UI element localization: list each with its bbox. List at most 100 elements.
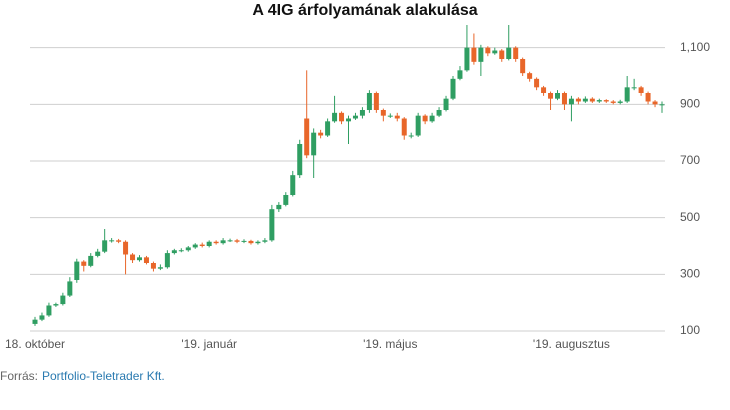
candle-body <box>534 78 540 88</box>
candle-body <box>429 115 435 122</box>
candle-body <box>499 50 505 59</box>
candle-body <box>290 175 296 195</box>
candle-body <box>137 257 142 261</box>
candle-body <box>276 204 282 210</box>
candle-body <box>269 209 275 241</box>
candle-body <box>603 100 609 102</box>
candle-body <box>659 104 665 106</box>
candle-body <box>457 70 463 79</box>
candle-body <box>548 93 554 99</box>
candle-body <box>255 241 261 244</box>
candle-body <box>67 281 73 296</box>
candle-body <box>541 87 547 93</box>
candle-body <box>555 93 560 99</box>
candle-body <box>645 93 651 102</box>
candle-body <box>227 240 233 242</box>
candle-body <box>220 240 226 244</box>
candle-body <box>631 87 637 89</box>
candle-body <box>436 110 442 116</box>
candle-body <box>394 115 400 119</box>
candle-body <box>311 132 317 156</box>
candle-body <box>387 115 393 117</box>
candle-body <box>46 305 52 316</box>
chart-title: A 4IG árfolyamának alakulása <box>252 2 477 19</box>
candle-body <box>359 110 365 116</box>
candle-body <box>582 98 588 102</box>
candle-body <box>234 240 240 242</box>
candle-body <box>415 115 421 136</box>
candle-body <box>617 101 623 103</box>
candle-body <box>150 263 156 269</box>
candle-body <box>32 319 38 324</box>
candle-body <box>373 93 379 110</box>
candle-body <box>102 240 108 252</box>
candle-body <box>422 115 428 122</box>
candle-body <box>81 261 87 266</box>
candle-body <box>185 247 191 251</box>
candle-body <box>527 73 533 79</box>
candle-body <box>596 100 602 102</box>
candle-body <box>192 244 198 248</box>
y-tick-label: 500 <box>680 210 700 224</box>
candle-body <box>638 87 644 93</box>
candle-body <box>60 295 66 305</box>
candle-body <box>109 240 115 242</box>
candle-body <box>443 98 449 110</box>
candle-body <box>485 47 491 54</box>
candle-body <box>157 267 163 269</box>
candle-body <box>88 255 94 266</box>
candle-body <box>624 87 630 102</box>
candle-body <box>53 304 59 306</box>
candle-body <box>164 253 170 268</box>
y-tick-label: 1,100 <box>680 40 710 54</box>
candle-body <box>248 240 254 244</box>
candle-body <box>339 112 345 122</box>
candle-body <box>297 144 303 176</box>
candle-body <box>206 241 212 246</box>
candle-body <box>352 115 358 119</box>
candle-body <box>589 98 595 102</box>
candle-body <box>561 93 567 105</box>
candle-body <box>318 132 324 136</box>
candle-body <box>346 118 351 122</box>
candle-body <box>492 50 498 54</box>
candle-body <box>366 93 372 110</box>
candle-body <box>575 98 581 102</box>
candle-body <box>262 240 268 242</box>
candle-body <box>401 118 407 136</box>
candle-body <box>95 251 101 256</box>
candle-body <box>610 101 616 103</box>
x-tick-label: '19. január <box>181 337 237 351</box>
candle-body <box>380 110 386 116</box>
x-tick-label: 18. október <box>5 337 65 351</box>
candle-body <box>304 118 310 156</box>
x-tick-label: '19. augusztus <box>533 337 610 351</box>
candle-body <box>325 121 331 136</box>
candle-body <box>199 244 205 246</box>
candle-body <box>520 59 526 74</box>
y-tick-label: 700 <box>680 153 700 167</box>
y-tick-label: 300 <box>680 267 700 281</box>
candle-body <box>464 47 470 71</box>
candle-body <box>506 47 512 59</box>
candle-body <box>283 195 289 205</box>
candle-body <box>213 241 219 244</box>
candle-body <box>478 47 484 62</box>
candle-body <box>39 315 45 320</box>
candle-body <box>652 101 658 105</box>
candle-body <box>123 241 129 255</box>
candle-body <box>116 240 122 242</box>
candle-body <box>74 261 80 280</box>
candle-body <box>513 47 519 59</box>
y-tick-label: 900 <box>680 97 700 111</box>
candle-body <box>171 250 177 254</box>
candle-body <box>130 254 136 261</box>
source-link[interactable]: Portfolio-Teletrader Kft. <box>42 369 165 383</box>
y-tick-label: 100 <box>680 323 700 337</box>
candle-body <box>471 47 477 62</box>
x-tick-label: '19. május <box>363 337 417 351</box>
candle-body <box>450 78 456 99</box>
candle-body <box>408 135 414 137</box>
candle-body <box>568 98 574 105</box>
